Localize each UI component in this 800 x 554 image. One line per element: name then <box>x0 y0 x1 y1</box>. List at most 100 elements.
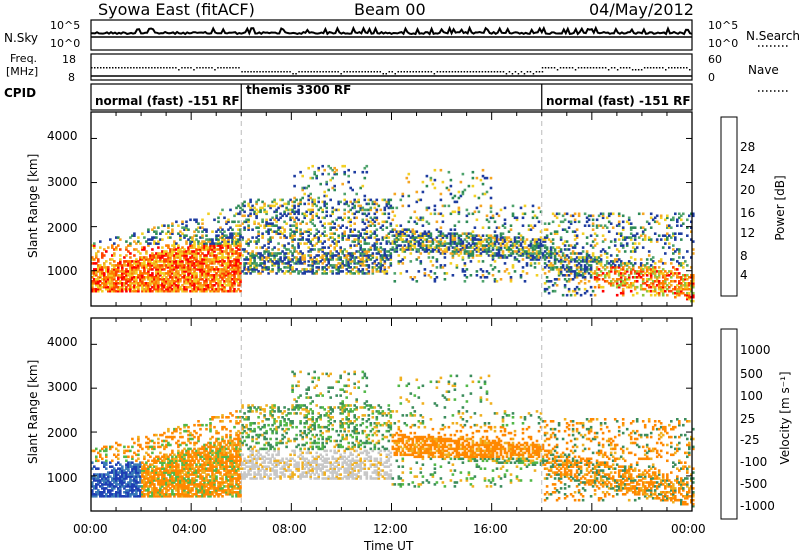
power-panel-echo-cell <box>237 212 240 216</box>
power-panel-echo-cell <box>674 285 677 289</box>
freq-point <box>532 73 535 75</box>
power-panel-echo-cell <box>692 240 695 243</box>
power-panel-echo-cell <box>349 246 352 249</box>
power-panel-echo-cell <box>367 220 371 224</box>
power-panel-echo-cell <box>161 285 164 289</box>
power-panel-echo-cell <box>387 200 391 204</box>
power-panel-echo-cell <box>125 264 128 267</box>
velocity-panel-echo-cell <box>103 445 106 449</box>
power-panel-echo-cell <box>333 208 336 212</box>
power-panel-echo-cell <box>115 268 118 271</box>
power-panel-echo-cell <box>167 264 170 267</box>
power-panel-echo-cell <box>491 256 495 259</box>
power-panel-echo-cell <box>345 202 348 206</box>
power-panel-echo-cell <box>179 285 182 289</box>
power-panel-echo-cell <box>231 228 234 231</box>
velocity-panel-echo-cell <box>125 493 128 496</box>
power-panel-echo-cell <box>169 236 172 239</box>
power-panel-echo-cell <box>187 252 190 255</box>
power-panel-echo-cell <box>477 238 481 241</box>
power-panel-echo-cell <box>181 284 184 287</box>
freq-point <box>460 71 463 73</box>
power-panel-echo-cell <box>655 240 659 243</box>
power-panel-echo-cell <box>549 252 553 255</box>
power-panel-echo-cell <box>589 293 593 297</box>
freq-point <box>418 71 420 73</box>
power-panel-echo-cell <box>587 218 591 222</box>
power-panel-echo-cell <box>405 230 409 233</box>
power-panel-echo-cell <box>449 184 453 188</box>
power-panel-echo-cell <box>237 282 240 285</box>
power-panel-echo-cell <box>639 272 643 275</box>
velocity-panel-echo-cell <box>123 469 126 472</box>
power-panel-echo-cell <box>561 242 565 245</box>
power-panel-echo-cell <box>289 228 292 231</box>
velocity-panel-echo-cell <box>101 483 104 486</box>
power-panel-echo-cell <box>567 248 571 251</box>
power-panel-echo-cell <box>637 266 641 269</box>
power-panel-echo-cell <box>153 262 156 265</box>
power-panel-echo-cell <box>203 284 206 287</box>
freq-point <box>169 67 171 69</box>
power-panel-echo-cell <box>513 258 517 261</box>
power-panel-echo-cell <box>587 214 591 218</box>
power-panel-echo-cell <box>657 282 661 285</box>
power-panel-echo-cell <box>247 214 250 218</box>
velocity-panel-echo-cell <box>119 495 122 498</box>
power-panel-echo-cell <box>429 260 433 263</box>
power-panel-echo-cell <box>623 284 627 287</box>
power-panel-echo-cell <box>217 256 220 259</box>
power-panel-echo-cell <box>353 238 356 241</box>
power-panel-echo-cell <box>641 287 645 291</box>
power-panel-echo-cell <box>171 224 174 227</box>
power-panel-echo-cell <box>179 236 182 239</box>
power-panel-echo-cell <box>133 280 136 283</box>
power-panel-echo-cell <box>169 276 172 279</box>
power-panel-echo-cell <box>497 248 501 251</box>
power-panel-echo-cell <box>583 224 587 227</box>
power-panel-echo-cell <box>193 280 196 283</box>
power-panel-echo-cell <box>221 262 224 265</box>
power-panel-echo-cell <box>321 208 324 212</box>
power-panel-echo-cell <box>555 268 559 271</box>
power-panel-echo-cell <box>481 250 485 253</box>
freq-point <box>439 71 442 73</box>
power-panel-echo-cell <box>635 291 639 295</box>
power-panel-echo-cell <box>277 242 280 245</box>
power-panel-echo-cell <box>167 287 170 291</box>
power-panel-echo-cell <box>293 184 296 188</box>
power-panel-echo-cell <box>353 206 356 210</box>
freq-point <box>97 67 99 69</box>
power-panel-echo-cell <box>441 244 445 247</box>
freq-point <box>199 67 201 69</box>
freq-point <box>478 71 481 73</box>
power-panel-echo-cell <box>239 262 242 265</box>
power-panel-echo-cell <box>291 224 294 227</box>
power-panel-echo-cell <box>303 192 306 196</box>
power-panel-echo-cell <box>109 284 112 287</box>
power-panel-echo-cell <box>181 289 184 293</box>
power-panel-echo-cell <box>357 260 360 263</box>
power-panel-echo-cell <box>307 250 310 253</box>
power-panel-echo-cell <box>209 274 212 277</box>
power-panel-echo-cell <box>191 264 194 267</box>
power-panel-echo-cell <box>239 284 242 287</box>
power-panel-echo-cell <box>523 250 527 253</box>
power-panel-echo-cell <box>555 252 559 255</box>
power-panel-echo-cell <box>639 234 643 237</box>
power-panel-echo-cell <box>277 262 280 265</box>
power-panel-echo-cell <box>107 274 110 277</box>
power-panel-echo-cell <box>367 272 371 275</box>
power-panel-echo-cell <box>678 216 681 220</box>
power-panel-echo-cell <box>678 256 681 259</box>
power-panel-echo-cell <box>253 256 256 259</box>
power-panel-echo-cell <box>167 262 170 265</box>
power-panel-echo-cell <box>365 208 369 212</box>
velocity-panel-echo-cell <box>113 495 116 498</box>
power-panel-echo-cell <box>193 285 196 289</box>
power-panel-echo-cell <box>555 278 559 281</box>
power-panel-echo-cell <box>317 262 320 265</box>
power-panel-echo-cell <box>527 248 531 251</box>
power-panel-echo-cell <box>219 260 222 263</box>
power-panel-echo-cell <box>215 234 218 237</box>
